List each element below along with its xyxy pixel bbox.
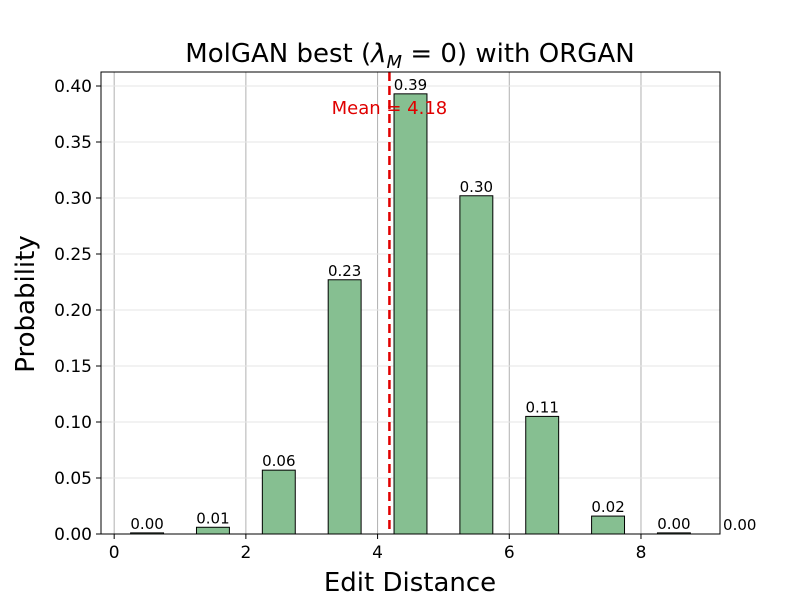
x-axis-title: Edit Distance bbox=[324, 568, 496, 598]
x-tick-label: 6 bbox=[504, 543, 515, 563]
histogram-bar bbox=[327, 279, 362, 535]
bar-value-label: 0.00 bbox=[130, 515, 163, 533]
bar-value-label: 0.01 bbox=[196, 509, 229, 527]
y-axis: 0.00 0.05 0.10 0.15 0.20 0.25 0.30 0.35 0.40 bbox=[54, 77, 101, 545]
y-tick-label: 0.20 bbox=[54, 301, 92, 321]
mean-label: Mean = 4.18 bbox=[332, 98, 448, 119]
y-tick-label: 0.05 bbox=[54, 469, 92, 489]
bar-value-label: 0.06 bbox=[262, 452, 295, 470]
x-tick-label: 2 bbox=[240, 543, 251, 563]
title-lambda: λ bbox=[369, 39, 386, 69]
histogram-bar bbox=[591, 515, 626, 535]
histogram-bar bbox=[393, 93, 428, 535]
y-tick-label: 0.30 bbox=[54, 189, 92, 209]
x-tick-label: 0 bbox=[109, 543, 120, 563]
bars bbox=[130, 93, 691, 535]
plot-area-frame bbox=[100, 71, 721, 535]
y-tick-label: 0.25 bbox=[54, 245, 92, 265]
y-axis-title: Probability bbox=[11, 235, 41, 372]
chart-title: MolGAN best (λM = 0) with ORGAN bbox=[185, 39, 634, 73]
title-prefix: MolGAN best ( bbox=[185, 39, 371, 69]
mean-marker: Mean = 4.18 bbox=[332, 72, 448, 534]
bar-value-label: 0.00 bbox=[723, 516, 756, 534]
histogram-bar bbox=[195, 526, 230, 535]
bar-value-label: 0.30 bbox=[460, 178, 493, 196]
x-tick-label: 8 bbox=[636, 543, 647, 563]
y-tick-label: 0.35 bbox=[54, 133, 92, 153]
bar-value-label: 0.02 bbox=[591, 498, 624, 516]
x-tick-label: 4 bbox=[372, 543, 383, 563]
y-tick-label: 0.15 bbox=[54, 357, 92, 377]
title-subscript: M bbox=[387, 52, 403, 73]
bar-value-label: 0.11 bbox=[525, 398, 558, 416]
y-tick-label: 0.40 bbox=[54, 77, 92, 97]
histogram-bar bbox=[459, 195, 494, 535]
x-axis: 0 2 4 6 8 bbox=[109, 534, 647, 563]
title-suffix: = 0) with ORGAN bbox=[402, 39, 635, 69]
histogram-bar bbox=[525, 415, 560, 535]
bar-value-label: 0.00 bbox=[657, 515, 690, 533]
histogram-bar bbox=[261, 469, 296, 535]
bar-value-label: 0.23 bbox=[328, 262, 361, 280]
y-tick-label: 0.00 bbox=[54, 525, 92, 545]
y-tick-label: 0.10 bbox=[54, 413, 92, 433]
bar-value-label: 0.39 bbox=[394, 76, 427, 94]
bar-value-labels: 0.00 0.01 0.06 0.23 0.39 0.30 0.11 0.02 0.00 0.00 bbox=[130, 76, 756, 534]
